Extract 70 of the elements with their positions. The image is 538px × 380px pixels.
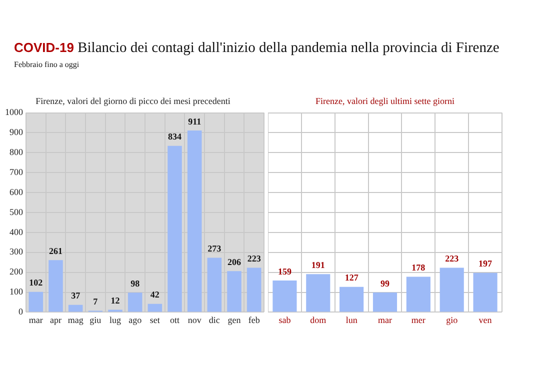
bar (148, 304, 162, 312)
x-tick-label: mar (378, 314, 392, 325)
x-tick-label: ott (170, 314, 180, 325)
bar (207, 258, 222, 312)
y-tick-label: 900 (10, 127, 24, 138)
text: COVID-19 Bilancio dei contagi dall'inizio della pandemia nella provincia di Firenze (14, 40, 500, 57)
data-label: 102 (29, 278, 44, 288)
y-tick-label: 600 (10, 186, 24, 197)
x-tick-label: mer (411, 314, 426, 325)
data-label: 197 (478, 258, 493, 269)
bar (128, 292, 142, 312)
data-label: 98 (130, 278, 140, 288)
text: Febbraio fino a oggi (14, 60, 80, 69)
data-label: 99 (380, 278, 390, 288)
x-tick-label: mar (28, 314, 43, 325)
x-tick-label: gen (228, 314, 242, 325)
data-label: 261 (49, 246, 63, 256)
y-tick-label: 800 (10, 147, 24, 158)
bar (372, 292, 398, 312)
y-tick-label: 0 (18, 306, 24, 317)
x-tick-label: lun (346, 314, 358, 325)
bar (473, 272, 498, 312)
bar (168, 146, 182, 312)
data-label: 273 (208, 244, 222, 254)
y-tick-label: 500 (10, 206, 24, 217)
data-label: 12 (110, 296, 120, 306)
bar (246, 268, 262, 312)
x-tick-label: ven (478, 314, 492, 325)
data-label: 206 (228, 256, 242, 267)
data-label: 37 (71, 290, 81, 301)
bar (340, 286, 364, 312)
data-label: 178 (412, 262, 426, 273)
x-tick-label: gio (446, 314, 458, 325)
data-label: 127 (344, 272, 359, 283)
bar (272, 280, 297, 312)
x-tick-label: sab (278, 314, 292, 325)
x-tick-label: mag (68, 314, 84, 325)
x-tick-label: set (150, 314, 160, 325)
bar (440, 268, 464, 312)
data-label: 159 (278, 266, 292, 276)
x-tick-label: nov (188, 314, 202, 325)
bar (187, 130, 202, 312)
data-label: 223 (247, 254, 262, 264)
y-tick-label: 1000 (5, 107, 24, 118)
bar (48, 260, 63, 312)
data-label: 911 (188, 116, 202, 126)
x-tick-label: feb (248, 314, 260, 325)
bar (68, 304, 83, 312)
data-label: 7 (93, 296, 98, 307)
bar (406, 276, 430, 312)
data-label: 834 (168, 132, 182, 142)
data-label: 223 (445, 254, 460, 264)
x-tick-label: giu (90, 314, 102, 325)
x-tick-label: apr (50, 314, 62, 325)
y-tick-label: 200 (10, 266, 24, 277)
data-label: 191 (311, 260, 326, 270)
y-tick-label: 400 (10, 226, 24, 237)
bar (227, 271, 242, 312)
x-tick-label: dic (208, 314, 220, 325)
chart-title: Firenze, valori del giorno di picco dei mesi precedenti (36, 96, 231, 106)
x-tick-label: lug (109, 314, 122, 325)
data-label: 42 (150, 290, 160, 300)
bar (28, 292, 44, 312)
chart-title: Firenze, valori degli ultimi sette giorni (316, 96, 455, 106)
x-tick-label: ago (128, 314, 142, 325)
x-tick-label: dom (310, 314, 326, 325)
y-tick-label: 700 (10, 166, 24, 177)
bar (306, 274, 330, 312)
y-tick-label: 100 (10, 286, 24, 297)
y-tick-label: 300 (10, 246, 24, 257)
